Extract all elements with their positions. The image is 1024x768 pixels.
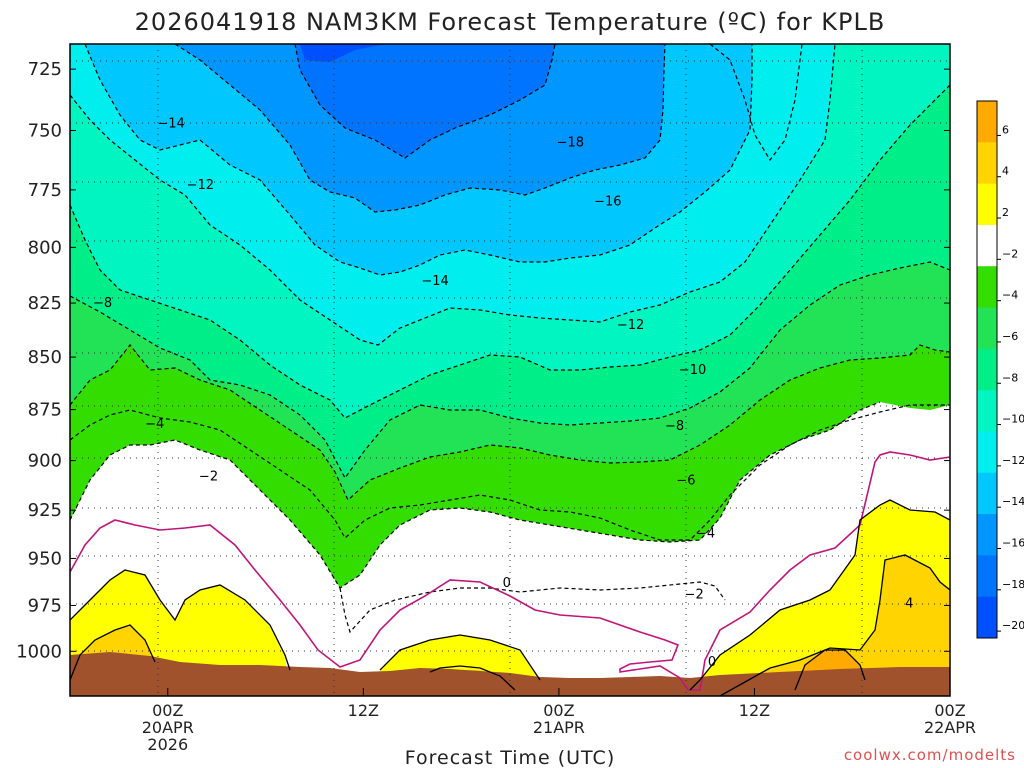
x-tick-label: 2026 (147, 735, 188, 754)
y-axis: 725 750 775 800 825 850 875 900 925 950 975 1000 (16, 59, 950, 662)
colorbar-frame (976, 100, 998, 639)
isotherm-4-right (719, 554, 950, 696)
contour-label: −4 (145, 417, 164, 432)
colorbar-swatch (977, 183, 997, 226)
plot-frame (69, 43, 951, 697)
contour-label: 4 (905, 597, 913, 612)
grid (70, 44, 950, 696)
contour-label: −14 (157, 116, 184, 131)
isotherm-minus10 (70, 84, 950, 419)
contour-label: −18 (557, 136, 584, 151)
colorbar-label: 2 (1002, 206, 1009, 219)
colorbar-swatch (977, 307, 997, 350)
isotherm-2-right (689, 499, 950, 691)
x-tick-label: 00Z (934, 701, 965, 720)
x-tick-label: 12Z (348, 701, 379, 720)
contour-label: −12 (187, 178, 214, 193)
y-tick-label: 900 (28, 451, 62, 472)
isotherm-minus2-lower (339, 581, 726, 634)
colorbar-swatch (977, 431, 997, 474)
contour-label: 0 (708, 655, 716, 670)
colorbar-swatch (977, 555, 997, 598)
isotherm-minus12 (70, 44, 836, 346)
x-tick-label: 21APR (533, 718, 585, 737)
isotherm-minus6 (70, 344, 950, 501)
colorbar-swatch (977, 224, 997, 267)
isotherm-2 (70, 569, 291, 671)
y-tick-label: 825 (28, 293, 62, 314)
contour-label: −2 (199, 470, 218, 485)
x-tick-label: 00Z (152, 701, 183, 720)
colorbar-label: 4 (1002, 165, 1009, 178)
colorbar: 6 4 2 −2 −4 −6 −8 −10 −12 −14 −16 −18 −20 (976, 100, 1024, 639)
y-tick-label: 950 (28, 548, 62, 569)
x-tick-label: 00Z (543, 701, 574, 720)
y-tick-label: 925 (28, 500, 62, 521)
colorbar-swatch (977, 514, 997, 556)
colorbar-label: −4 (1002, 289, 1018, 302)
contour-label: −16 (594, 195, 621, 210)
credit-text: coolwx.com/modelts (844, 746, 1016, 764)
y-tick-label: 875 (28, 400, 62, 421)
isotherm-6 (794, 649, 866, 691)
colorbar-label: −16 (1002, 536, 1024, 549)
y-tick-label: 750 (28, 121, 62, 142)
colorbar-swatch (977, 472, 997, 515)
contour-label: 0 (503, 576, 511, 591)
colorbar-label: −6 (1002, 330, 1018, 343)
contour-label: −6 (676, 474, 695, 489)
x-tick-label: 20APR (142, 718, 194, 737)
colorbar-swatch (977, 266, 997, 309)
colorbar-swatch (977, 390, 997, 432)
x-axis-title: Forecast Time (UTC) (405, 747, 615, 768)
colorbar-label: −2 (1002, 247, 1018, 260)
colorbar-swatch (977, 348, 997, 391)
isotherm-4 (70, 624, 156, 681)
colorbar-label: −12 (1002, 454, 1024, 467)
contour-label: −8 (665, 419, 684, 434)
isotherm-minus2 (70, 401, 881, 589)
y-tick-label: 1000 (16, 641, 62, 662)
colorbar-label: −10 (1002, 413, 1024, 426)
colorbar-label: −14 (1002, 495, 1024, 508)
contour-label: −12 (617, 318, 644, 333)
isotherm-minus18 (294, 44, 556, 159)
isotherm-0 (70, 451, 950, 691)
colorbar-swatch (977, 596, 997, 639)
isotherm-minus8 (70, 261, 950, 480)
y-tick-label: 975 (28, 595, 62, 616)
y-tick-label: 850 (28, 347, 62, 368)
colorbar-swatch (977, 142, 997, 185)
colorbar-label: −18 (1002, 578, 1024, 591)
plot-area (70, 44, 950, 696)
colorbar-label: −20 (1002, 619, 1024, 632)
colorbar-swatch (977, 101, 997, 143)
y-tick-label: 725 (28, 59, 62, 80)
x-tick-label: 12Z (739, 701, 770, 720)
y-tick-label: 800 (28, 237, 62, 258)
contour-lines (70, 44, 950, 696)
x-tick-label: 22APR (924, 718, 976, 737)
isotherm-minus16 (174, 44, 666, 213)
isotherm-minus14-right (709, 44, 803, 162)
contour-label: −8 (93, 296, 112, 311)
chart-title: 2026041918 NAM3KM Forecast Temperature (… (135, 8, 886, 36)
contour-labels: −18 −16 −14 −14 −12 −12 −10 −8 −8 −6 −4 −4 −2 −2 0 0 4 (93, 116, 913, 670)
contour-label: −4 (696, 527, 715, 542)
colorbar-label: −8 (1002, 371, 1018, 384)
contour-label: −2 (685, 587, 704, 602)
colorbar-label: 6 (1002, 123, 1009, 136)
isotherm-2-middle (379, 634, 541, 681)
y-tick-label: 775 (28, 180, 62, 201)
contour-label: −10 (679, 363, 706, 378)
isotherm-4-middle (429, 665, 516, 691)
isotherm-minus14 (84, 44, 753, 276)
contour-label: −14 (421, 274, 448, 289)
